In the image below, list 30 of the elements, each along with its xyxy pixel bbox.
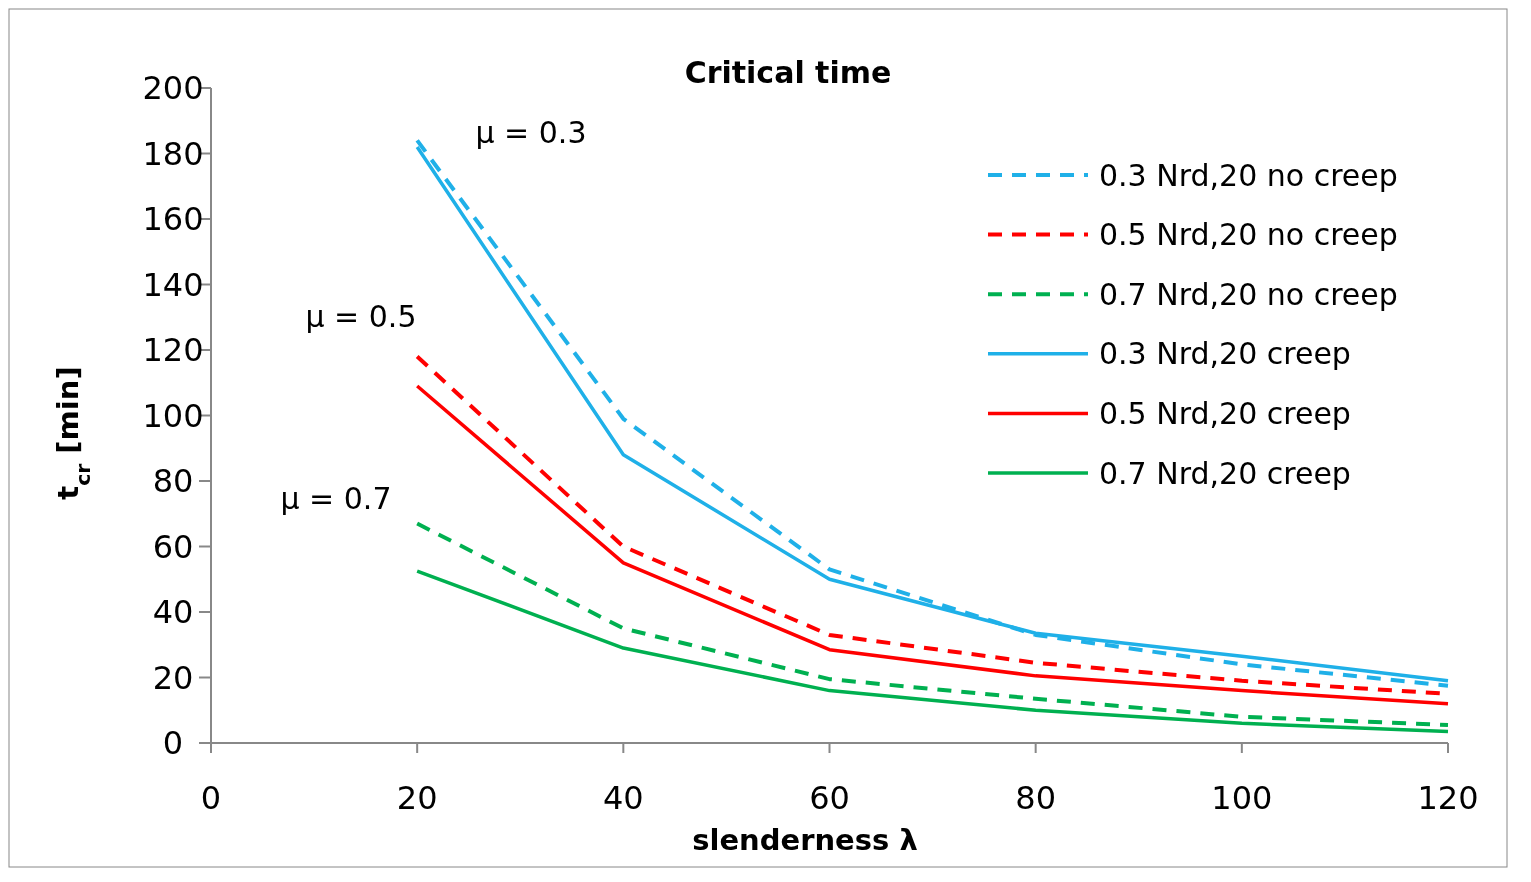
x-tick-label: 100 xyxy=(1211,779,1273,817)
x-tick-label: 80 xyxy=(1015,779,1057,817)
line-series xyxy=(415,569,1450,734)
x-axis-title: slenderness λ xyxy=(692,823,918,857)
x-tick-label: 40 xyxy=(602,779,644,817)
y-tick-label: 20 xyxy=(152,658,194,697)
y-tick-label: 200 xyxy=(142,69,204,108)
x-tick-label: 120 xyxy=(1417,779,1479,817)
line-series xyxy=(415,521,1450,727)
x-tick-label: 60 xyxy=(809,779,850,817)
y-tick-label: 100 xyxy=(142,396,204,435)
y-tick-label: 160 xyxy=(142,200,204,239)
annotation: μ = 0.3 xyxy=(475,114,587,150)
legend-label: 0.3 Nrd,20 no creep xyxy=(1099,157,1398,193)
y-tick-label: 120 xyxy=(142,331,204,370)
y-tick-label: 60 xyxy=(152,527,194,566)
legend-label: 0.5 Nrd,20 creep xyxy=(1099,395,1351,431)
legend-label: 0.7 Nrd,20 creep xyxy=(1099,455,1351,491)
legend-label: 0.3 Nrd,20 creep xyxy=(1099,336,1351,372)
y-tick-label: 180 xyxy=(142,134,204,173)
chart-title: Critical time xyxy=(684,55,892,90)
y-tick-label: 80 xyxy=(152,462,194,501)
y-tick-label: 40 xyxy=(152,593,194,632)
y-tick-label: 0 xyxy=(162,724,184,763)
annotation: μ = 0.5 xyxy=(305,298,417,334)
legend-label: 0.5 Nrd,20 no creep xyxy=(1099,217,1398,253)
legend-label: 0.7 Nrd,20 no creep xyxy=(1099,276,1398,312)
annotation: μ = 0.7 xyxy=(280,480,392,516)
y-tick-label: 140 xyxy=(142,265,204,304)
x-tick-label: 20 xyxy=(396,779,438,817)
